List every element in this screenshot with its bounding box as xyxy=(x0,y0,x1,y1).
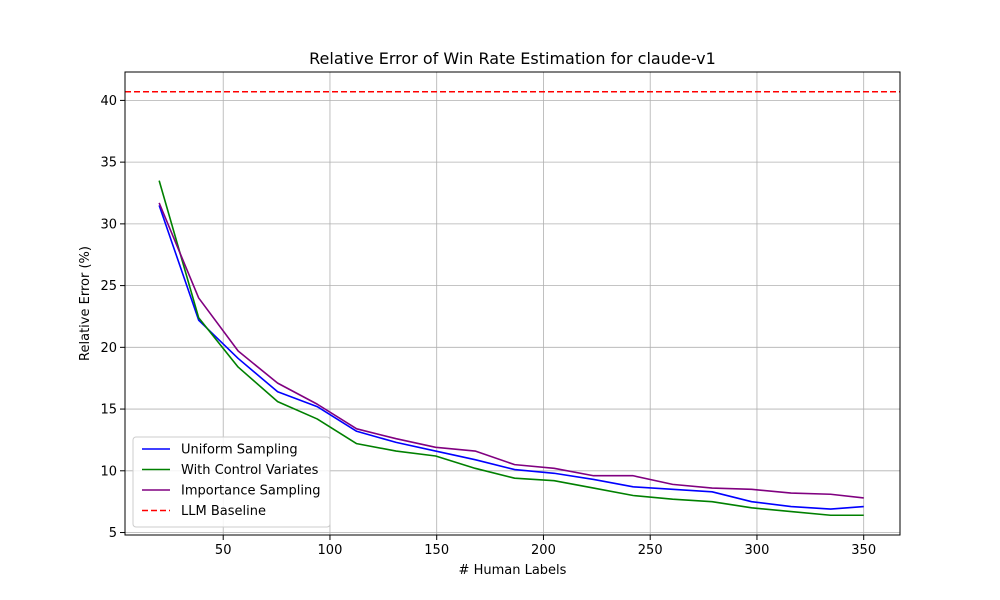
legend-label-uniform-sampling: Uniform Sampling xyxy=(181,443,298,458)
legend-label-importance-sampling: Importance Sampling xyxy=(181,484,320,499)
x-tick-label: 250 xyxy=(638,543,663,558)
y-tick-label: 5 xyxy=(109,526,117,541)
y-tick-label: 35 xyxy=(100,156,117,171)
series-layer xyxy=(125,90,900,517)
y-tick-label: 30 xyxy=(100,217,117,232)
x-tick-label: 50 xyxy=(215,543,232,558)
legend: Uniform Sampling With Control Variates Imp… xyxy=(132,436,331,528)
y-tick-label: 40 xyxy=(100,94,117,109)
y-tick-label: 20 xyxy=(100,341,117,356)
ticks: 50 100 150 200 250 300 350 5 10 15 20 25 30 35 40 xyxy=(100,94,876,558)
plot-frame xyxy=(124,71,901,536)
x-tick-label: 350 xyxy=(851,543,876,558)
x-tick-label: 200 xyxy=(531,543,556,558)
y-tick-label: 25 xyxy=(100,279,117,294)
y-tick-label: 10 xyxy=(100,464,117,479)
chart-title: Relative Error of Win Rate Estimation fo… xyxy=(309,49,716,68)
series-line-with-control-variates xyxy=(158,180,864,517)
legend-label-with-control-variates: With Control Variates xyxy=(181,463,319,478)
x-tick-label: 100 xyxy=(318,543,343,558)
x-axis-label: # Human Labels xyxy=(459,563,567,578)
y-tick-label: 15 xyxy=(100,403,117,418)
x-tick-label: 150 xyxy=(424,543,449,558)
legend-label-llm-baseline: LLM Baseline xyxy=(181,504,266,519)
series-line-uniform-sampling xyxy=(158,205,864,510)
legend-box xyxy=(132,436,331,528)
series-line-importance-sampling xyxy=(158,202,864,499)
x-tick-label: 300 xyxy=(745,543,770,558)
y-axis-label: Relative Error (%) xyxy=(78,246,93,361)
